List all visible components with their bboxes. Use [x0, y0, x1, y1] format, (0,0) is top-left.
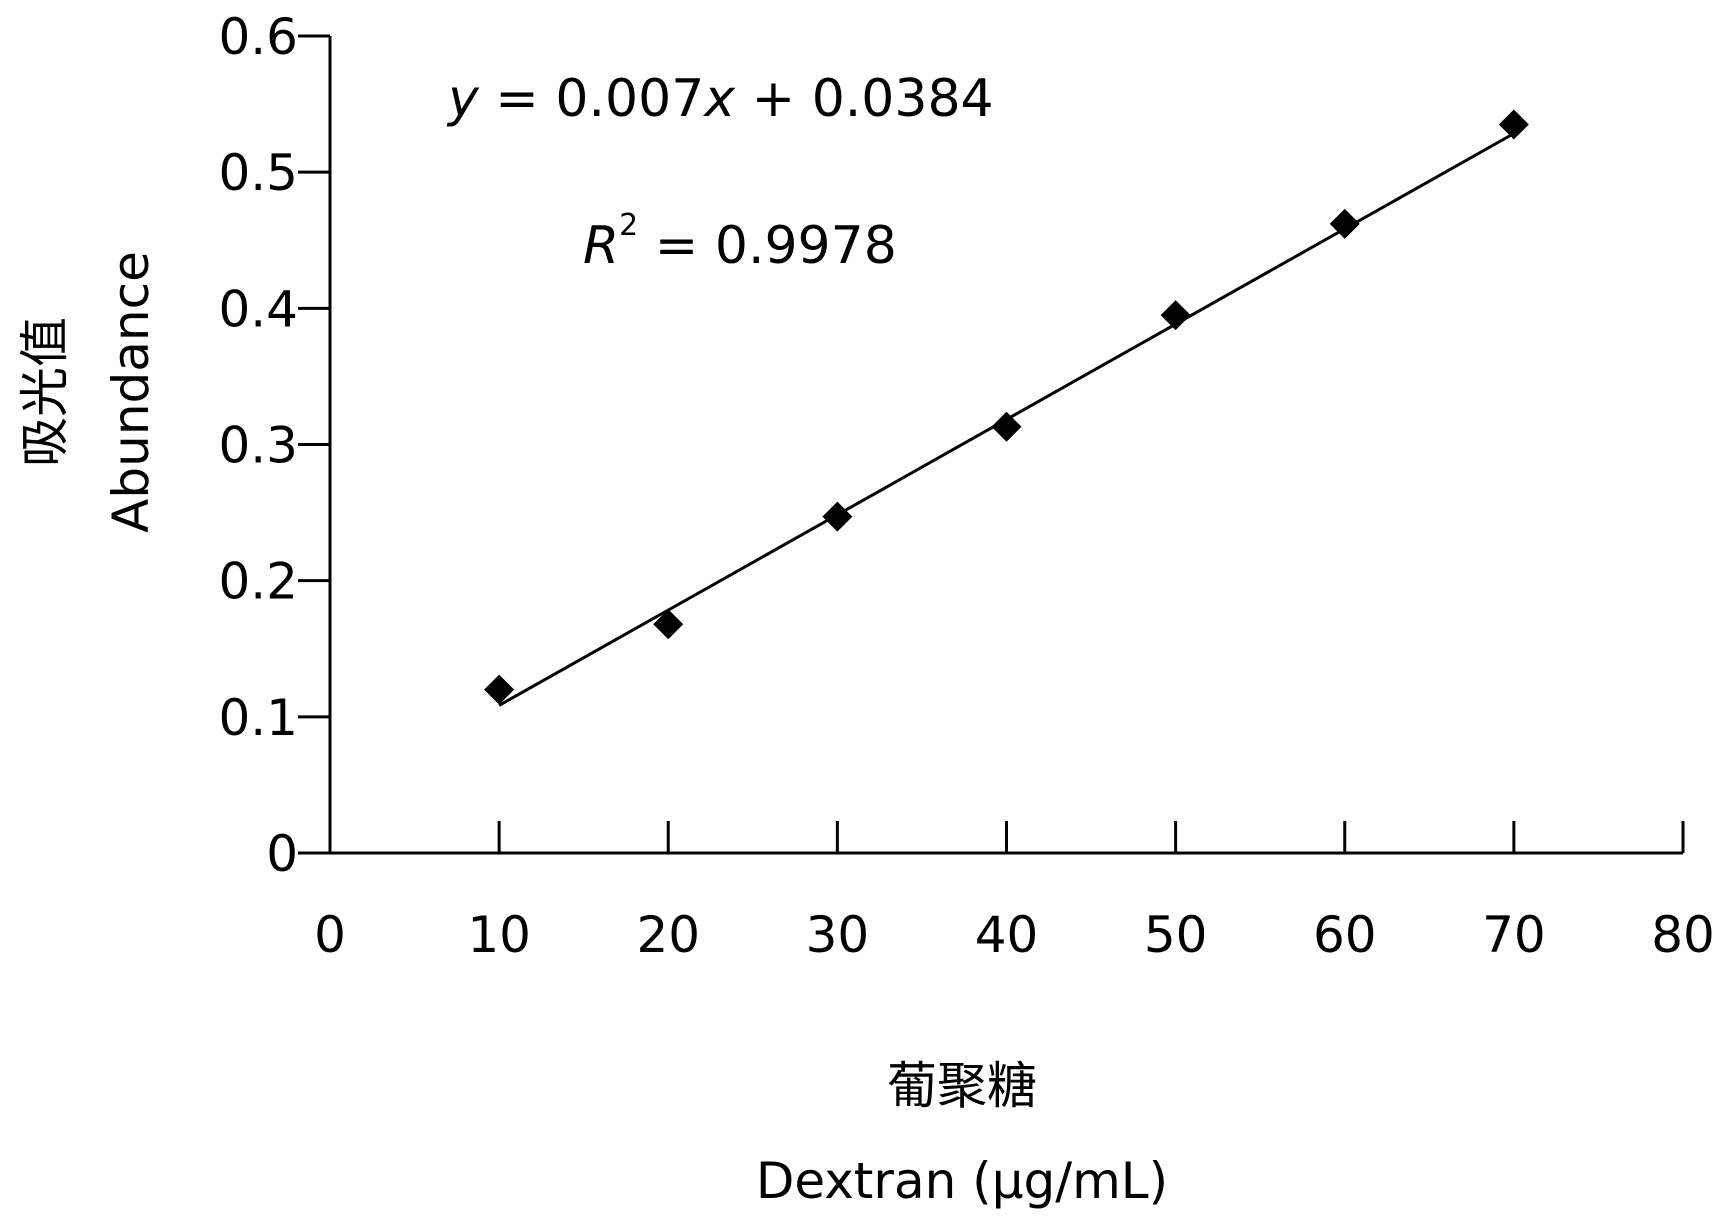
data-point — [484, 674, 515, 705]
y-tick-label: 0.3 — [218, 417, 298, 475]
ticks: 0 0.1 0.2 0.3 0.4 0.5 0.6 0 10 20 30 40 50 60 70 80 — [218, 8, 1714, 964]
data-point — [1498, 109, 1529, 140]
data-point — [653, 609, 684, 640]
equation-rest: + 0.0384 — [735, 69, 994, 129]
x-tick-label: 60 — [1313, 906, 1377, 964]
x-tick-label: 40 — [975, 906, 1039, 964]
x-tick-label: 30 — [806, 906, 870, 964]
data-point — [1160, 300, 1191, 331]
equation-eq: = 0.007 — [479, 69, 705, 129]
equation-x: x — [702, 69, 736, 129]
y-tick-label: 0 — [266, 825, 298, 883]
x-tick-label: 50 — [1144, 906, 1208, 964]
x-tick-label: 0 — [314, 906, 346, 964]
r2-annotation: R2 = 0.9978 — [583, 208, 897, 276]
data-points — [484, 109, 1529, 705]
r2-r: R — [583, 216, 619, 276]
y-axis-title-cn: 吸光值 — [16, 317, 74, 467]
y-tick-label: 0.4 — [218, 280, 298, 338]
x-tick-label: 70 — [1482, 906, 1546, 964]
y-tick-label: 0.1 — [218, 689, 298, 747]
y-tick-label: 0.5 — [218, 144, 298, 202]
y-axis-title: Abundance — [102, 251, 160, 533]
r2-rest: = 0.9978 — [638, 216, 897, 276]
x-axis-title-cn: 葡聚糖 — [887, 1057, 1037, 1115]
equation-annotation: y = 0.007x + 0.0384 — [446, 69, 994, 129]
x-tick-label: 80 — [1651, 906, 1715, 964]
x-tick-label: 20 — [636, 906, 700, 964]
x-axis-title: Dextran (μg/mL) — [756, 1152, 1168, 1210]
x-tick-label: 10 — [467, 906, 531, 964]
axes — [328, 36, 1683, 855]
data-point — [822, 501, 853, 532]
data-point — [1329, 208, 1360, 239]
data-point — [991, 411, 1022, 442]
equation-y: y — [446, 69, 480, 129]
y-tick-label: 0.2 — [218, 553, 298, 611]
r2-sup: 2 — [619, 208, 638, 243]
y-tick-label: 0.6 — [218, 8, 298, 66]
